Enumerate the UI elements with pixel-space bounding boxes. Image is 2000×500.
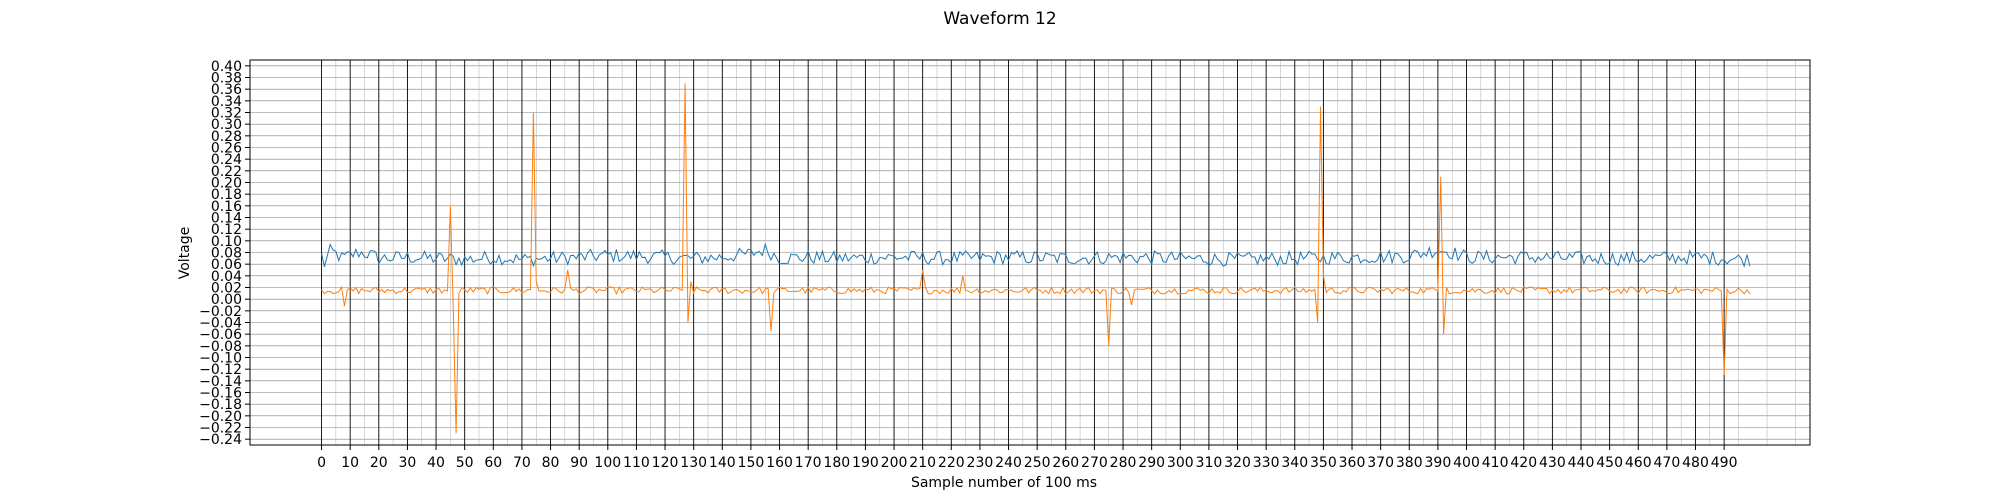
x-tick-label: 370 xyxy=(1367,455,1394,471)
y-tick-label: 0.12 xyxy=(211,222,242,238)
y-tick-label: −0.24 xyxy=(199,432,242,448)
y-tick-label: −0.22 xyxy=(199,421,242,437)
x-tick-label: 220 xyxy=(938,455,965,471)
x-tick-label: 320 xyxy=(1224,455,1251,471)
x-tick-label: 130 xyxy=(680,455,707,471)
x-tick-label: 200 xyxy=(881,455,908,471)
x-tick-label: 470 xyxy=(1654,455,1681,471)
y-axis: −0.24−0.22−0.20−0.18−0.16−0.14−0.12−0.10… xyxy=(199,59,250,448)
y-tick-label: 0.18 xyxy=(211,187,242,203)
series-line-2 xyxy=(321,83,1751,434)
x-tick-label: 380 xyxy=(1396,455,1423,471)
x-tick-label: 290 xyxy=(1138,455,1165,471)
x-tick-label: 340 xyxy=(1281,455,1308,471)
y-tick-label: −0.02 xyxy=(199,304,242,320)
y-tick-label: 0.16 xyxy=(211,199,242,215)
x-axis: 0 10 20 30 40 50 60 70 80 90 100 110 120 130 140 150 160… xyxy=(317,445,1737,471)
y-tick-label: 0.38 xyxy=(211,71,242,87)
x-tick-label: 240 xyxy=(995,455,1022,471)
x-tick-label: 310 xyxy=(1196,455,1223,471)
y-tick-label: 0.28 xyxy=(211,129,242,145)
x-tick-label: 390 xyxy=(1425,455,1452,471)
y-axis-title: Voltage xyxy=(177,227,193,280)
x-tick-label: 40 xyxy=(427,455,445,471)
x-tick-label: 60 xyxy=(484,455,502,471)
x-tick-label: 280 xyxy=(1110,455,1137,471)
x-tick-label: 330 xyxy=(1253,455,1280,471)
y-tick-label: 0.14 xyxy=(211,211,242,227)
x-tick-label: 180 xyxy=(823,455,850,471)
y-tick-label: 0.30 xyxy=(211,117,242,133)
series-line-1 xyxy=(321,242,1751,268)
x-tick-label: 410 xyxy=(1482,455,1509,471)
x-tick-label: 440 xyxy=(1568,455,1595,471)
x-tick-label: 30 xyxy=(399,455,417,471)
x-tick-label: 0 xyxy=(317,455,326,471)
x-tick-label: 400 xyxy=(1453,455,1480,471)
y-tick-label: 0.24 xyxy=(211,152,242,168)
y-tick-label: −0.10 xyxy=(199,351,242,367)
x-tick-label: 460 xyxy=(1625,455,1652,471)
y-tick-label: 0.22 xyxy=(211,164,242,180)
chart-title: Waveform 12 xyxy=(943,9,1056,29)
x-tick-label: 100 xyxy=(594,455,621,471)
x-tick-label: 50 xyxy=(456,455,474,471)
x-tick-label: 120 xyxy=(652,455,679,471)
x-tick-label: 80 xyxy=(542,455,560,471)
x-tick-label: 250 xyxy=(1024,455,1051,471)
x-tick-label: 20 xyxy=(370,455,388,471)
y-tick-label: −0.16 xyxy=(199,386,242,402)
x-tick-label: 70 xyxy=(513,455,531,471)
y-tick-label: 0.00 xyxy=(211,292,242,308)
x-tick-label: 490 xyxy=(1711,455,1738,471)
x-tick-label: 350 xyxy=(1310,455,1337,471)
y-tick-label: −0.18 xyxy=(199,397,242,413)
x-tick-label: 190 xyxy=(852,455,879,471)
series-layer xyxy=(321,83,1751,434)
y-tick-label: −0.12 xyxy=(199,362,242,378)
x-tick-label: 480 xyxy=(1682,455,1709,471)
y-tick-label: 0.26 xyxy=(211,141,242,157)
y-tick-label: 0.36 xyxy=(211,82,242,98)
x-tick-label: 170 xyxy=(795,455,822,471)
x-tick-label: 10 xyxy=(341,455,359,471)
y-tick-label: 0.34 xyxy=(211,94,242,110)
x-tick-label: 110 xyxy=(623,455,650,471)
y-tick-label: 0.08 xyxy=(211,246,242,262)
x-tick-label: 450 xyxy=(1596,455,1623,471)
x-tick-label: 360 xyxy=(1339,455,1366,471)
x-tick-label: 90 xyxy=(570,455,588,471)
x-tick-label: 420 xyxy=(1510,455,1537,471)
y-tick-label: 0.40 xyxy=(211,59,242,75)
x-tick-label: 140 xyxy=(709,455,736,471)
y-tick-label: 0.10 xyxy=(211,234,242,250)
y-tick-label: −0.20 xyxy=(199,409,242,425)
y-tick-label: −0.04 xyxy=(199,316,242,332)
grid xyxy=(250,60,1810,445)
x-tick-label: 260 xyxy=(1052,455,1079,471)
x-tick-label: 430 xyxy=(1539,455,1566,471)
x-tick-label: 230 xyxy=(967,455,994,471)
y-tick-label: 0.20 xyxy=(211,176,242,192)
x-tick-label: 160 xyxy=(766,455,793,471)
x-tick-label: 150 xyxy=(738,455,765,471)
y-tick-label: −0.14 xyxy=(199,374,242,390)
y-tick-label: 0.06 xyxy=(211,257,242,273)
y-tick-label: −0.06 xyxy=(199,327,242,343)
y-tick-label: 0.02 xyxy=(211,281,242,297)
y-tick-label: 0.32 xyxy=(211,106,242,122)
x-tick-label: 270 xyxy=(1081,455,1108,471)
x-tick-label: 210 xyxy=(909,455,936,471)
x-axis-title: Sample number of 100 ms xyxy=(911,475,1097,491)
x-tick-label: 300 xyxy=(1167,455,1194,471)
y-tick-label: −0.08 xyxy=(199,339,242,355)
y-tick-label: 0.04 xyxy=(211,269,242,285)
